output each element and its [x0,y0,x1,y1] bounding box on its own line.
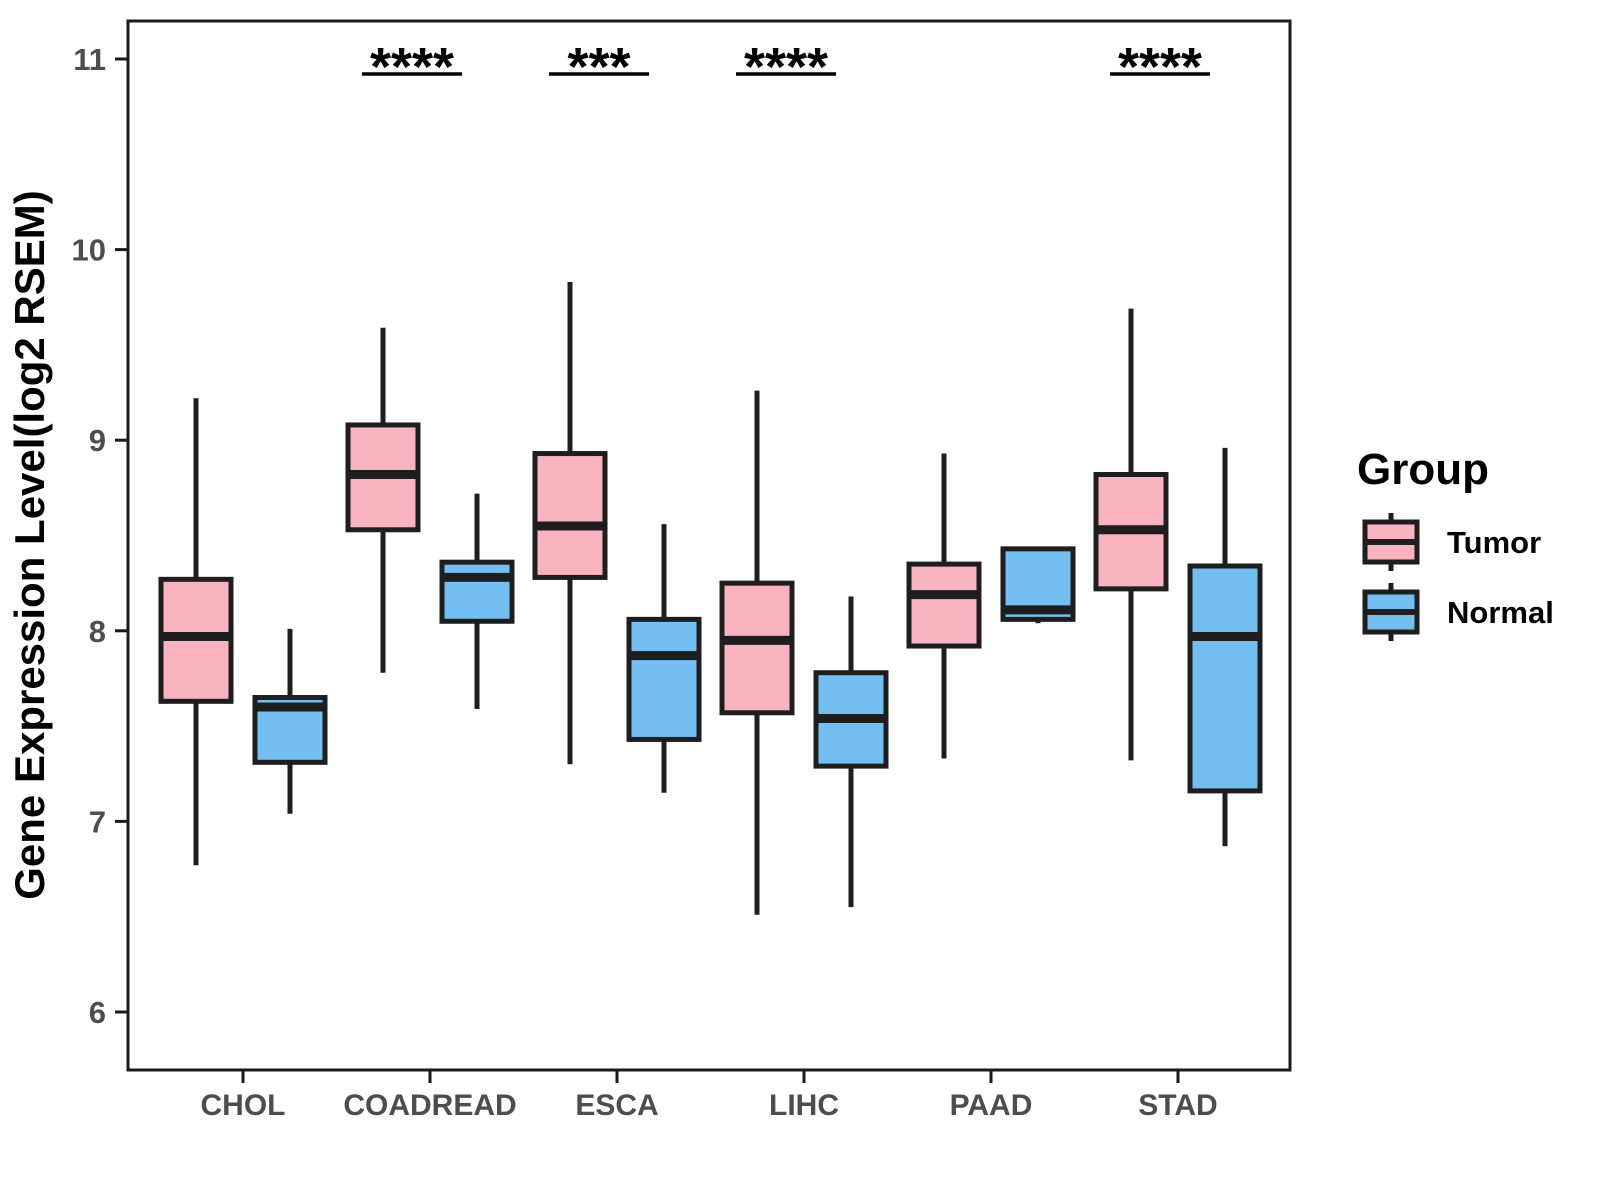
significance-stars-LIHC: **** [744,37,828,97]
box-normal-ESCA [626,524,702,793]
box-tumor-STAD [1093,308,1169,761]
y-tick-label-8: 8 [89,614,106,649]
legend-label-normal: Normal [1447,595,1554,630]
box-normal-STAD [1187,447,1263,847]
y-tick-label-6: 6 [89,995,106,1030]
box-normal-COADREAD [439,493,515,709]
y-tick-label-9: 9 [89,423,106,458]
legend-glyph-normal [1362,583,1420,641]
boxplot-series [158,282,1263,915]
box-tumor-COADREAD [345,327,421,673]
box-tumor-PAAD [906,453,982,759]
y-tick-label-11: 11 [73,42,106,77]
iqr-box [532,451,608,580]
box-tumor-CHOL [158,398,234,866]
x-tick-label-PAAD: PAAD [950,1089,1033,1122]
iqr-box [439,559,515,624]
x-axis-ticks: CHOL COADREAD ESCA LIHC PAAD STAD [201,1070,1218,1122]
legend-title: Group [1357,445,1489,494]
legend: Group Tumor Normal [1357,445,1554,641]
box-tumor-LIHC [719,390,795,915]
significance-stars-COADREAD: **** [370,37,454,97]
box-normal-LIHC [813,596,889,908]
y-axis-title: Gene Expression Level(log2 RSEM) [6,190,53,900]
legend-key-glyphs [1362,513,1420,641]
x-tick-label-ESCA: ESCA [575,1089,658,1122]
x-tick-label-CHOL: CHOL [201,1089,286,1122]
y-tick-label-10: 10 [72,233,106,268]
iqr-box [719,580,795,716]
significance-annotations: **** *** **** **** [362,37,1210,97]
significance-stars-STAD: **** [1118,37,1202,97]
y-tick-label-7: 7 [89,804,106,839]
box-normal-PAAD [1000,546,1076,624]
x-tick-label-COADREAD: COADREAD [343,1089,516,1122]
significance-stars-ESCA: *** [567,37,630,97]
plot-panel-border [126,19,1292,1072]
iqr-box [1187,563,1263,794]
x-tick-label-STAD: STAD [1138,1089,1217,1122]
legend-glyph-tumor [1362,513,1420,571]
y-axis-ticks: 6 7 8 9 10 11 [72,42,128,1030]
legend-label-tumor: Tumor [1447,525,1541,560]
iqr-box [626,616,702,742]
x-tick-label-LIHC: LIHC [769,1089,839,1122]
box-tumor-ESCA [532,282,608,765]
box-normal-CHOL [252,628,328,814]
iqr-box [906,561,982,649]
